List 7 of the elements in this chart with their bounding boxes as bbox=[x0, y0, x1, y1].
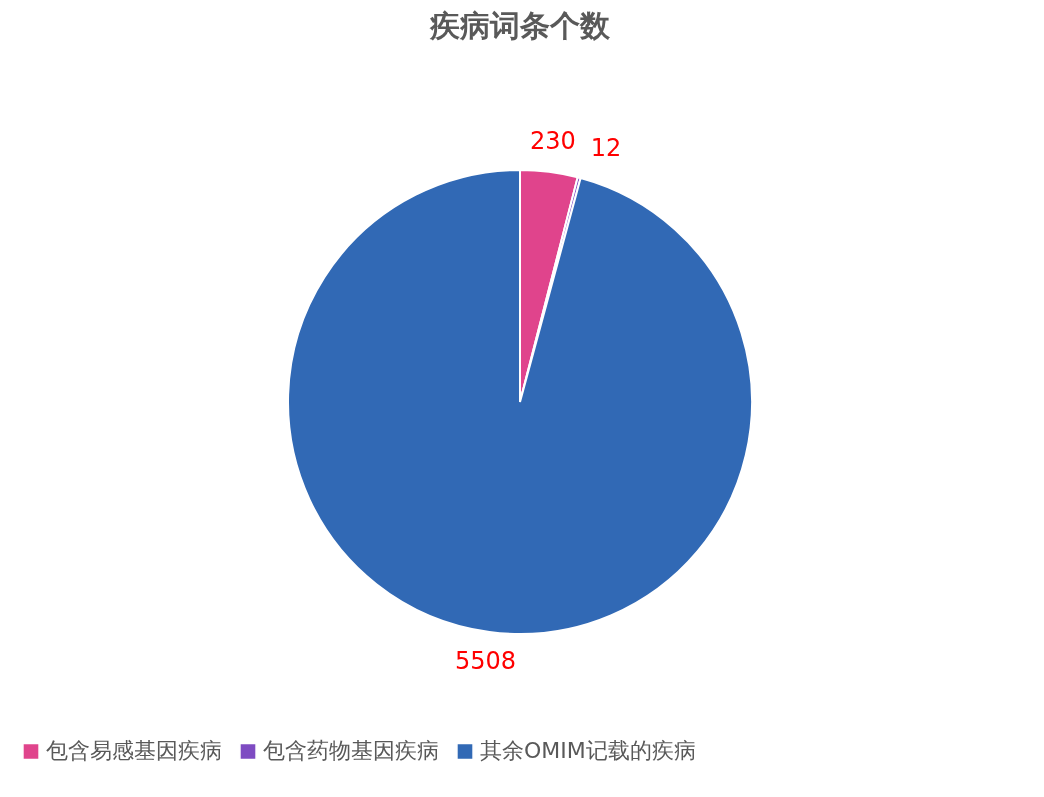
legend-label: 其余OMIM记载的疾病 bbox=[480, 738, 696, 764]
legend-label: 包含易感基因疾病 bbox=[46, 738, 222, 764]
chart-title: 疾病词条个数 bbox=[429, 8, 611, 43]
legend-label: 包含药物基因疾病 bbox=[263, 738, 439, 764]
data-label: 230 bbox=[529, 127, 576, 156]
data-label: 5508 bbox=[454, 646, 516, 675]
data-label: 12 bbox=[590, 133, 622, 162]
